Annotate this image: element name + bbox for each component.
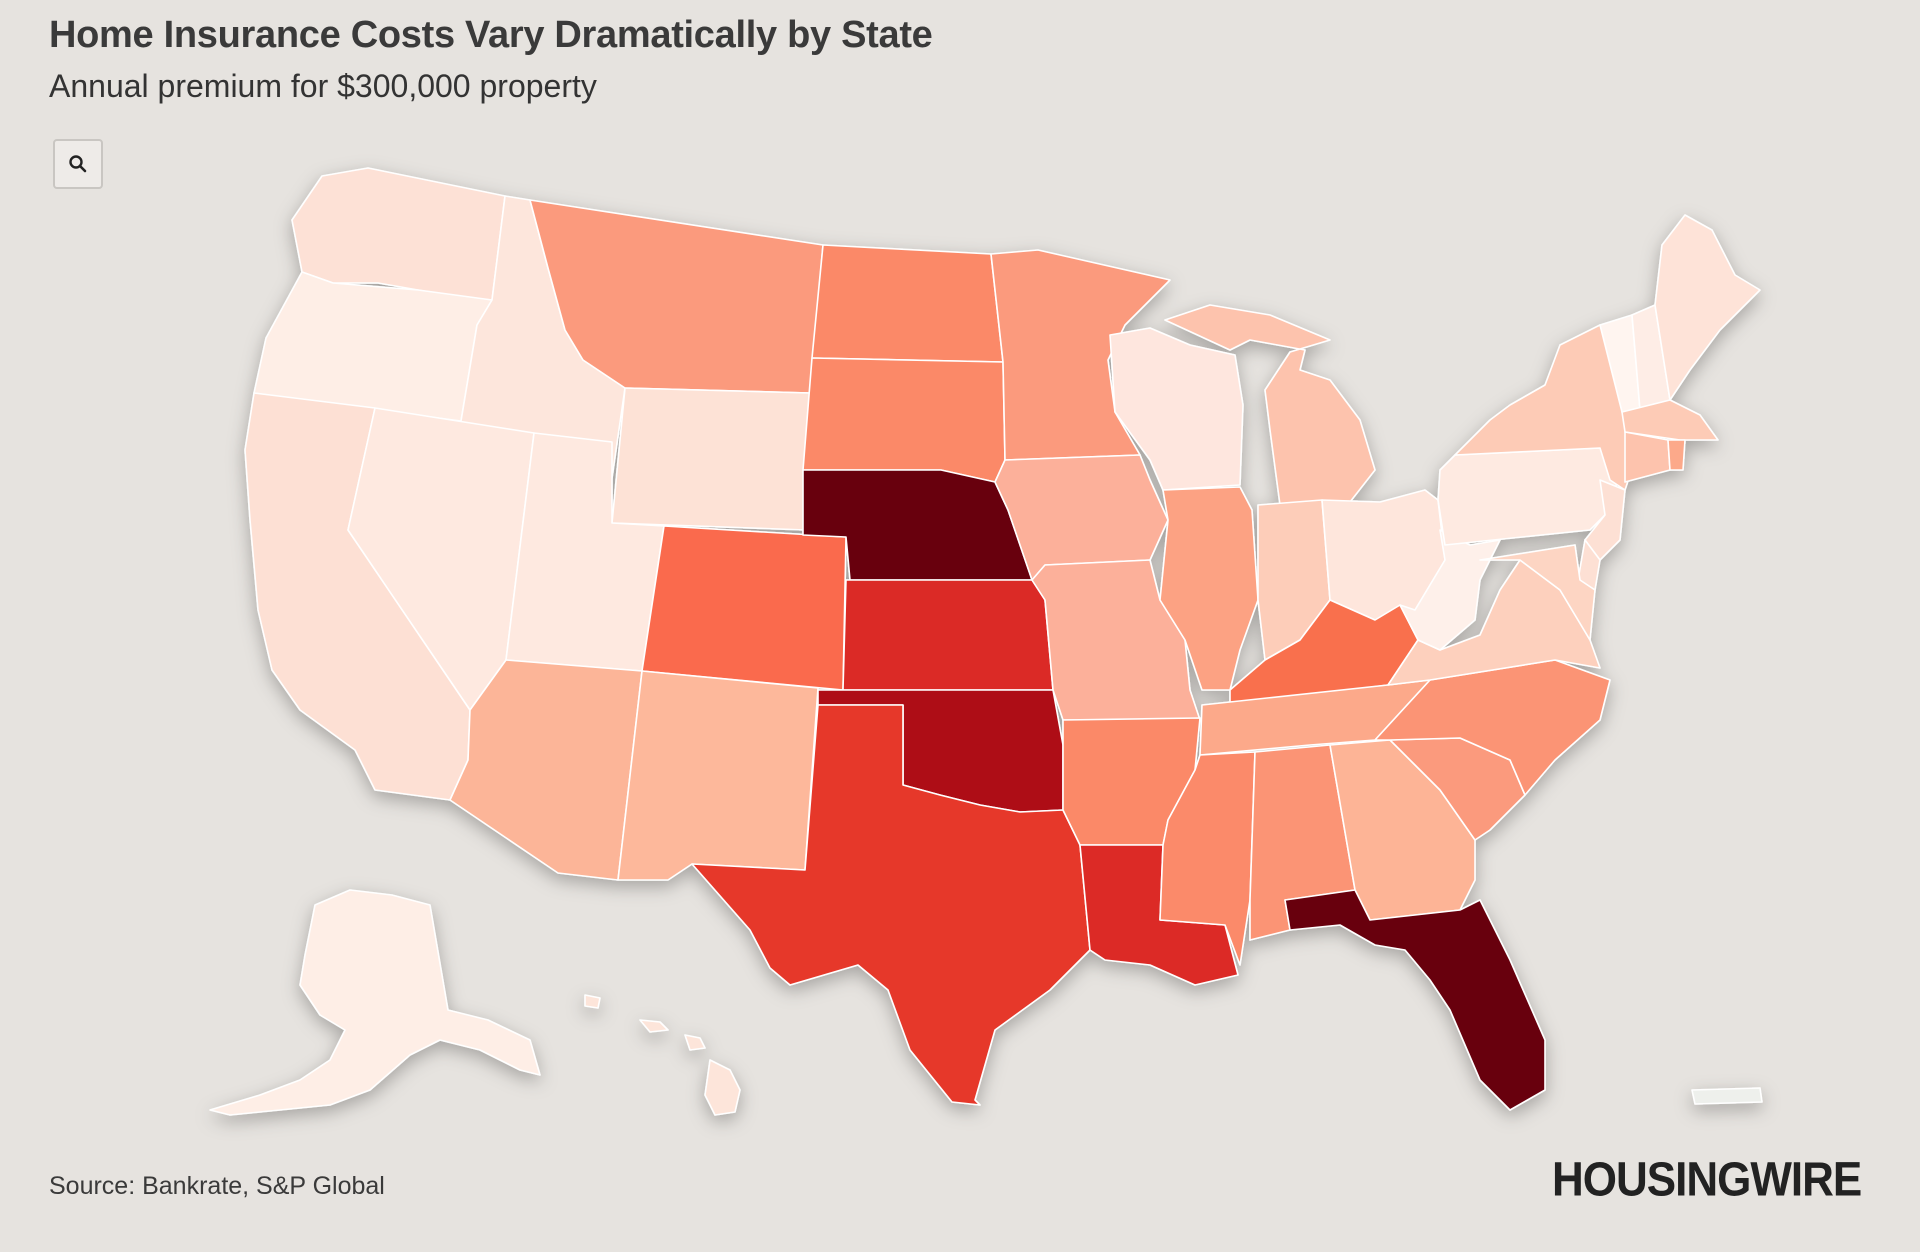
state-KS[interactable]: [842, 579, 1054, 691]
state-WY[interactable]: [611, 387, 811, 531]
state-ND[interactable]: [811, 244, 1004, 363]
state-WI[interactable]: [1109, 327, 1244, 491]
state-ME[interactable]: [1654, 214, 1761, 401]
state-CT[interactable]: [1624, 431, 1671, 483]
state-TX[interactable]: [691, 704, 1091, 1106]
state-MO[interactable]: [1031, 559, 1201, 721]
search-icon: [69, 155, 87, 173]
state-HI[interactable]: [584, 994, 741, 1116]
chart-subtitle: Annual premium for $300,000 property: [49, 68, 597, 104]
housingwire-logo: HOUSINGWIRE: [1552, 1152, 1862, 1207]
state-AK[interactable]: [209, 889, 541, 1116]
state-MN[interactable]: [990, 249, 1171, 461]
zoom-button[interactable]: [53, 139, 103, 189]
state-SD[interactable]: [802, 357, 1006, 483]
state-NM[interactable]: [617, 670, 819, 881]
state-MD[interactable]: [1479, 544, 1596, 641]
state-FL[interactable]: [1284, 889, 1546, 1111]
state-CO[interactable]: [641, 525, 847, 691]
chart-title: Home Insurance Costs Vary Dramatically b…: [49, 14, 933, 56]
state-RI[interactable]: [1667, 439, 1686, 471]
source-note: Source: Bankrate, S&P Global: [49, 1172, 385, 1200]
state-PR[interactable]: [1691, 1087, 1763, 1105]
